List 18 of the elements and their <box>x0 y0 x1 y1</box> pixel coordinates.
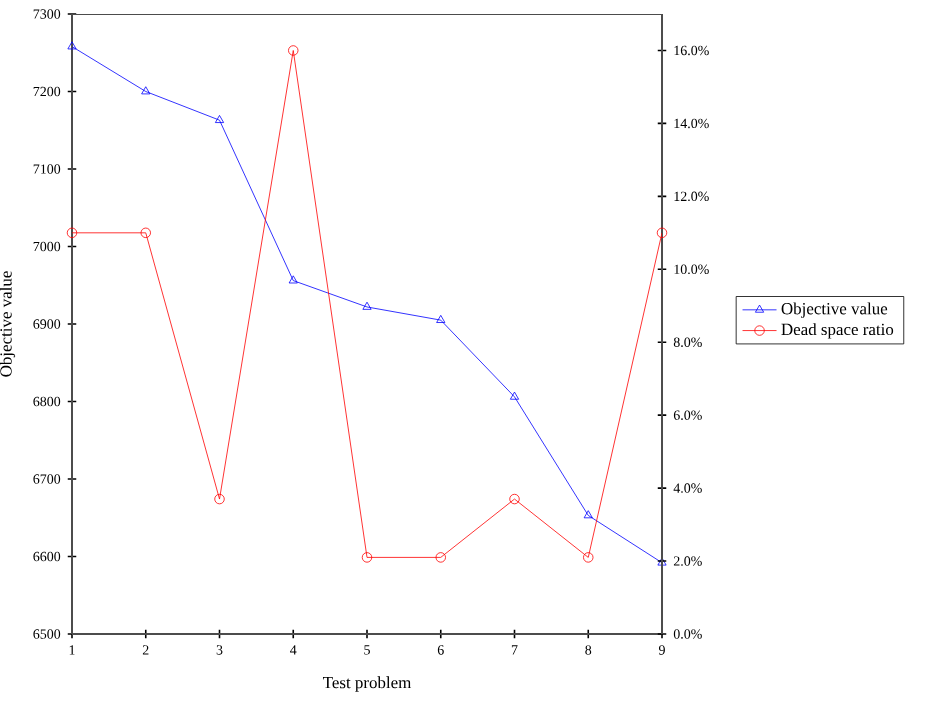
point <box>361 552 373 563</box>
point <box>362 301 372 310</box>
point <box>583 510 593 519</box>
point <box>140 227 151 238</box>
point <box>435 552 446 563</box>
point <box>288 45 299 56</box>
point <box>214 115 225 123</box>
legend-label: Objective value <box>781 302 888 318</box>
legend-label: Dead space ratio <box>781 323 894 339</box>
point <box>141 86 151 95</box>
point <box>509 493 520 505</box>
point <box>509 391 520 400</box>
point <box>583 552 594 563</box>
point <box>214 493 225 505</box>
y-axis-title: Objective value <box>0 271 16 377</box>
point <box>436 314 446 323</box>
x-axis-title: Test problem <box>322 676 412 692</box>
point <box>288 275 298 284</box>
